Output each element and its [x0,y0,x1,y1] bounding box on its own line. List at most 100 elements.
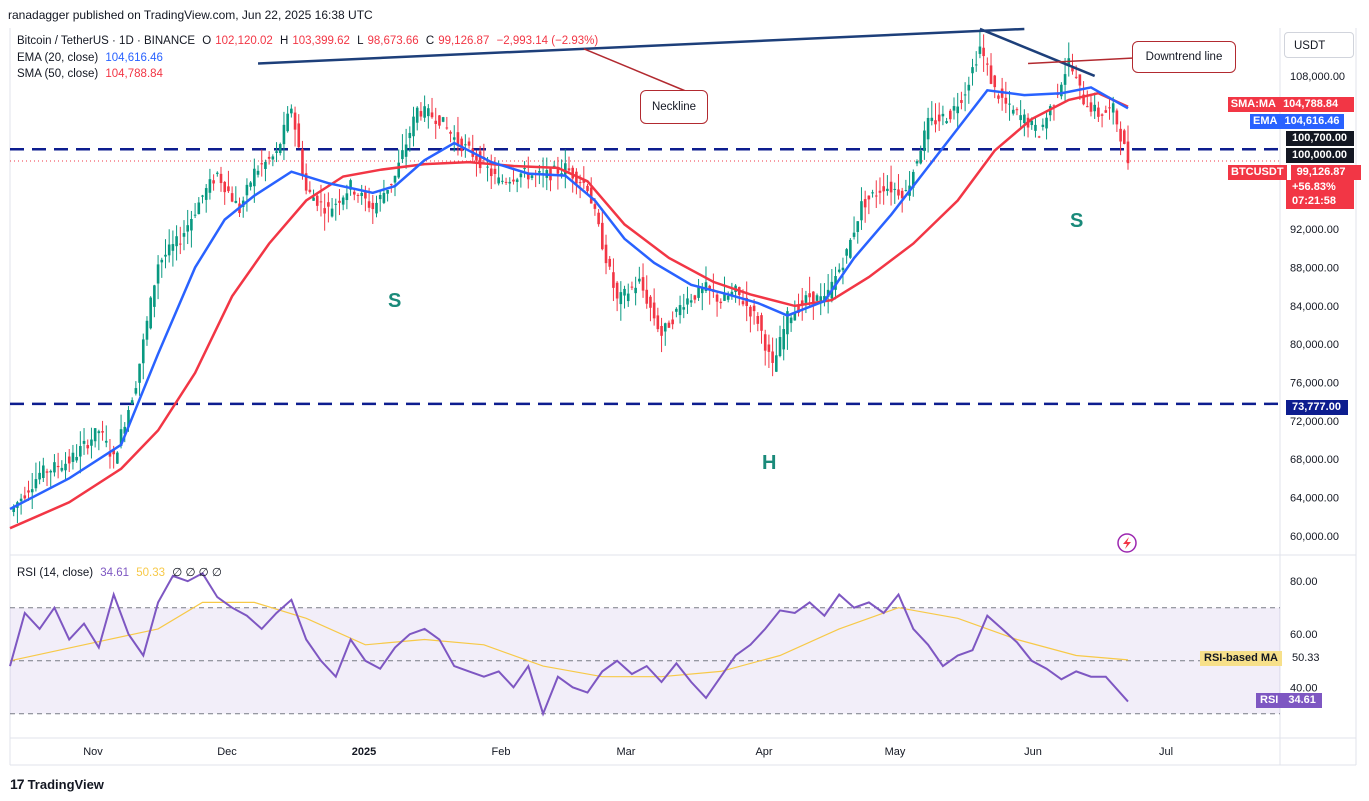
legend-sma-label[interactable]: SMA (50, close) [17,68,99,80]
tradingview-footer[interactable]: 17 TradingView [10,776,104,792]
head-label: H [762,452,777,474]
candle-body [1037,136,1041,138]
sma50-line [9,91,1129,530]
publish-info: ranadagger published on TradingView.com,… [8,8,373,22]
candle-body [641,277,645,291]
candle-body [1041,124,1045,127]
candle-body [275,151,278,153]
candle-body [812,291,815,304]
candle-body [79,446,82,457]
candle-body [364,191,367,199]
candle-body [919,150,922,164]
ema-price-value: 104,616.46 [1280,114,1344,129]
candle-body [415,107,419,123]
candle-body [904,190,908,192]
downtrend-pointer [1028,57,1135,65]
time-tick-label: Mar [617,746,636,758]
tradingview-logo-icon: 17 [10,776,25,792]
candle-body [290,108,293,114]
rsi-value-tag: RSI [1256,693,1283,708]
candle-body [1060,84,1063,97]
candle-body [249,182,252,187]
time-tick-label: Nov [83,746,103,758]
last-price-tag: BTCUSDT [1228,165,1287,180]
candle-body [1011,109,1015,114]
time-tick-label: Apr [755,746,772,758]
candle-body [90,439,93,446]
candle-body [97,431,101,434]
candle-body [808,293,811,298]
candle-body [216,172,219,174]
candle-body [460,138,463,152]
candle-body [160,259,164,263]
price-tick-label: 84,000.00 [1290,301,1339,313]
candle-body [408,132,412,139]
candle-body [578,182,582,184]
rsi-line [9,571,1129,717]
candle-body [926,117,930,140]
candle-body [1115,110,1119,125]
rsi-value-label: RSI 34.61 [1256,693,1354,708]
candle-body [967,84,971,91]
candle-body [338,200,341,203]
candle-body [845,249,848,256]
candle-body [911,171,915,188]
price-tick-label: 76,000.00 [1290,378,1339,390]
candle-body [1052,105,1056,107]
candle-body [260,163,264,165]
candle-body [49,470,53,473]
candle-body [315,195,319,206]
candle-body [878,190,882,193]
candle-body [319,201,323,203]
candle-body [75,456,78,461]
candle-body [656,315,660,330]
candle-body [582,179,586,183]
candle-body [763,334,767,351]
candle-body [819,296,823,304]
candle-body [204,188,208,200]
legend-ema-value: 104,616.46 [105,52,163,64]
legend-symbol[interactable]: Bitcoin / TetherUS · 1D · BINANCE [17,35,196,47]
candle-body [352,191,356,195]
candle-body [1023,114,1026,124]
candle-body [1074,76,1078,78]
neckline-pointer [583,48,689,93]
candle-body [1108,107,1111,109]
candle-body [467,141,471,146]
legend-rsi-label[interactable]: RSI (14, close) [17,567,94,579]
candle-body [208,179,212,193]
legend-ema-label[interactable]: EMA (20, close) [17,52,99,64]
candle-body [1082,94,1085,105]
candle-body [1078,74,1082,86]
neckline-annotation[interactable]: Neckline [640,90,708,124]
candle-body [538,171,541,173]
candle-body [815,295,819,301]
candle-body [193,214,197,216]
candle-body [327,202,330,207]
candle-body [530,175,534,178]
candle-body [360,192,363,196]
sma-price-label: SMA:MA 104,788.84 [1228,97,1354,112]
rsi-ma-value: 50.33 [1291,652,1320,664]
currency-button[interactable]: USDT [1284,32,1354,58]
candle-body [382,192,386,203]
price-tick-label: 92,000.00 [1290,224,1339,236]
candle-body [82,440,86,444]
candle-body [652,302,656,319]
candle-body [1111,103,1115,113]
candle-body [982,47,985,57]
candle-body [71,452,75,462]
lightning-icon [1117,533,1137,553]
candle-body [356,194,360,196]
time-tick-label: 2025 [352,746,376,758]
candle-body [253,168,256,187]
candle-body [223,181,227,193]
downtrend-annotation[interactable]: Downtrend line [1132,41,1236,73]
candle-body [341,197,345,205]
candle-body [445,127,449,129]
candle-body [478,151,482,169]
legend-rsi-extra: ∅ ∅ ∅ ∅ [172,567,222,579]
candle-body [889,181,893,193]
candle-body [786,311,789,335]
